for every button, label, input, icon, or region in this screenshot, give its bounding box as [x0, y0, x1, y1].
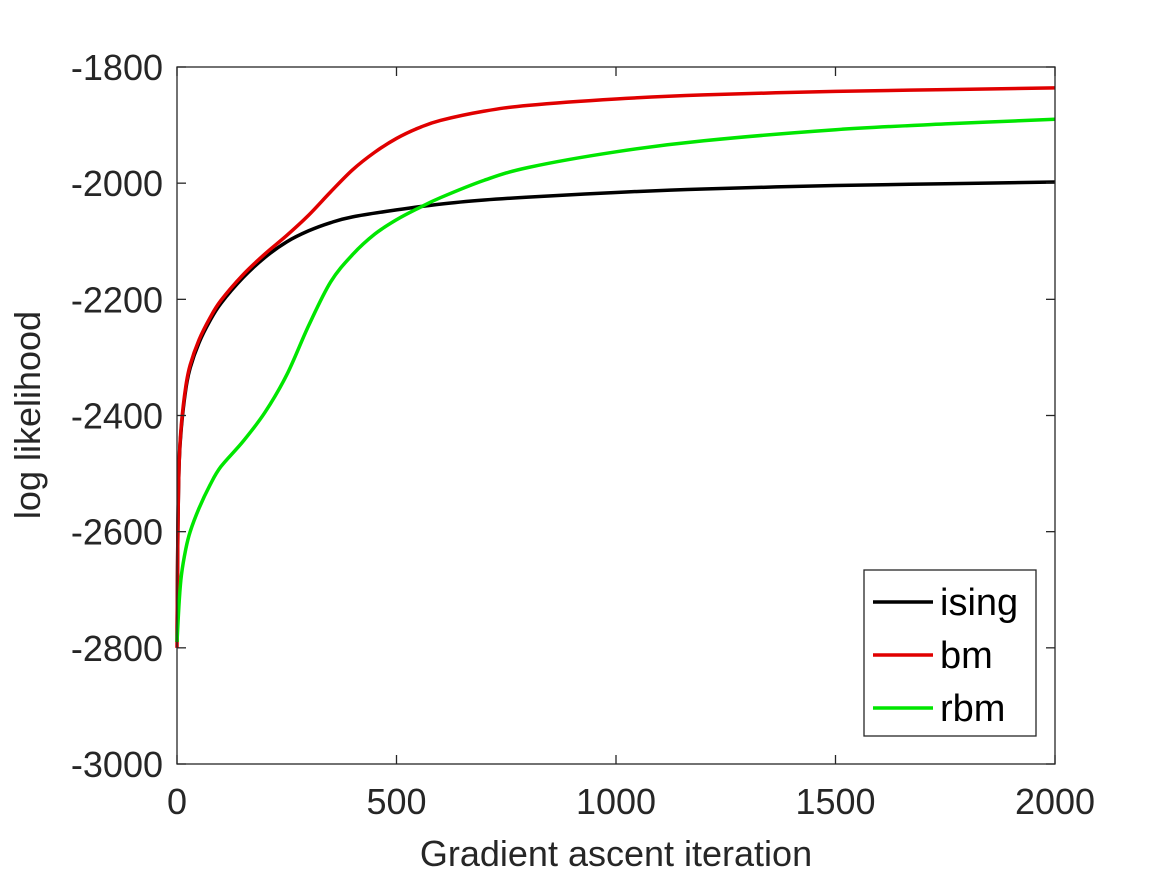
series-line-rbm: [175, 117, 1056, 643]
y-tick-label: -2200: [71, 279, 163, 320]
legend-label-rbm: rbm: [940, 688, 1005, 730]
y-tick-label: -3000: [71, 744, 163, 785]
x-tick-label: 1000: [576, 781, 656, 822]
legend-label-bm: bm: [940, 635, 993, 677]
x-ticks: 0 500 1000 1500 2000: [167, 67, 1095, 822]
x-tick-label: 500: [366, 781, 426, 822]
x-tick-label: 2000: [1015, 781, 1095, 822]
y-axis-label: log likelihood: [7, 311, 48, 519]
x-axis-label: Gradient ascent iteration: [420, 833, 812, 874]
series-line-bm: [175, 86, 1056, 648]
y-tick-label: -2000: [71, 163, 163, 204]
legend-label-ising: ising: [940, 582, 1018, 624]
y-tick-label: -2600: [71, 512, 163, 553]
y-tick-label: -1800: [71, 47, 163, 88]
x-tick-label: 1500: [795, 781, 875, 822]
legend: ising bm rbm: [863, 569, 1037, 737]
y-tick-label: -2800: [71, 628, 163, 669]
y-tick-label: -2400: [71, 396, 163, 437]
y-ticks: -3000 -2800 -2600 -2400 -2200 -2000 -1800: [71, 47, 1055, 785]
series-layer: [175, 86, 1056, 648]
x-tick-label: 0: [167, 781, 187, 822]
